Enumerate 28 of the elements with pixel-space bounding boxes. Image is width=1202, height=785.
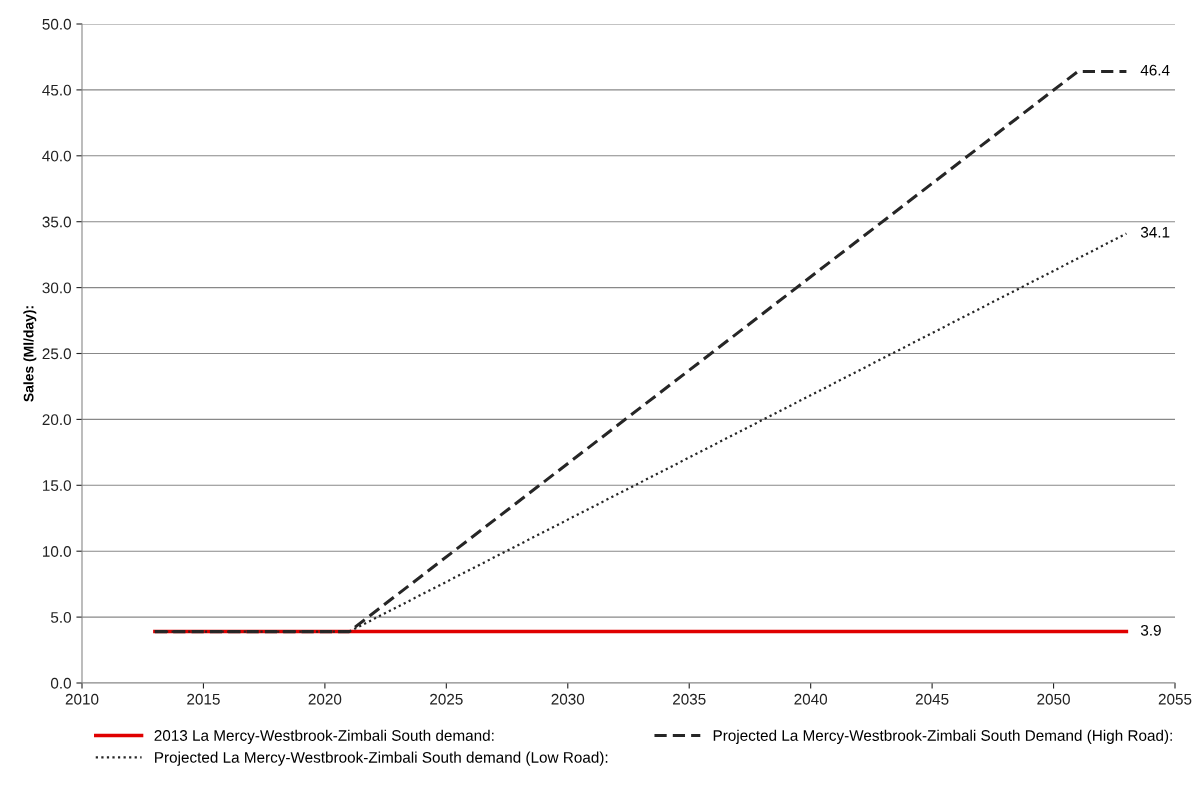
data-label: 46.4 (1140, 64, 1170, 76)
legend-label: 2013 La Mercy-Westbrook-Zimbali South demand: (154, 729, 494, 744)
legend-label: Projected La Mercy-Westbrook-Zimbali South Demand (High Road): (713, 729, 1172, 744)
y-tick-label: 10.0 (43, 546, 71, 557)
y-tick-label: 50.0 (42, 18, 71, 30)
y-tick-label: 45.0 (42, 84, 71, 96)
y-axis-title: Sales (Ml/day): (23, 306, 37, 402)
x-tick-label: 2035 (673, 693, 706, 705)
x-tick-label: 2025 (430, 693, 463, 705)
x-tick-label: 2010 (65, 693, 99, 705)
x-tick-label: 2030 (551, 693, 585, 705)
x-tick-label: 2050 (1037, 693, 1070, 705)
y-tick-label: 30.0 (42, 282, 71, 294)
y-tick-label: 25.0 (42, 348, 71, 360)
y-tick-label: 40.0 (42, 150, 71, 162)
y-tick-label: 35.0 (42, 216, 71, 228)
y-tick-label: 20.0 (42, 414, 71, 426)
data-label: 34.1 (1140, 226, 1170, 238)
y-tick-label: 0.0 (50, 677, 71, 689)
y-tick-label: 15.0 (43, 480, 71, 491)
x-tick-label: 2015 (187, 693, 220, 705)
x-tick-label: 2020 (308, 693, 342, 705)
y-tick-label: 5.0 (50, 611, 71, 623)
legend-label: Projected La Mercy-Westbrook-Zimbali South demand (Low Road): (155, 751, 608, 766)
x-tick-label: 2045 (915, 693, 949, 705)
x-tick-label: 2055 (1158, 693, 1192, 705)
data-label: 3.9 (1140, 624, 1161, 636)
x-tick-label: 2040 (794, 693, 828, 705)
